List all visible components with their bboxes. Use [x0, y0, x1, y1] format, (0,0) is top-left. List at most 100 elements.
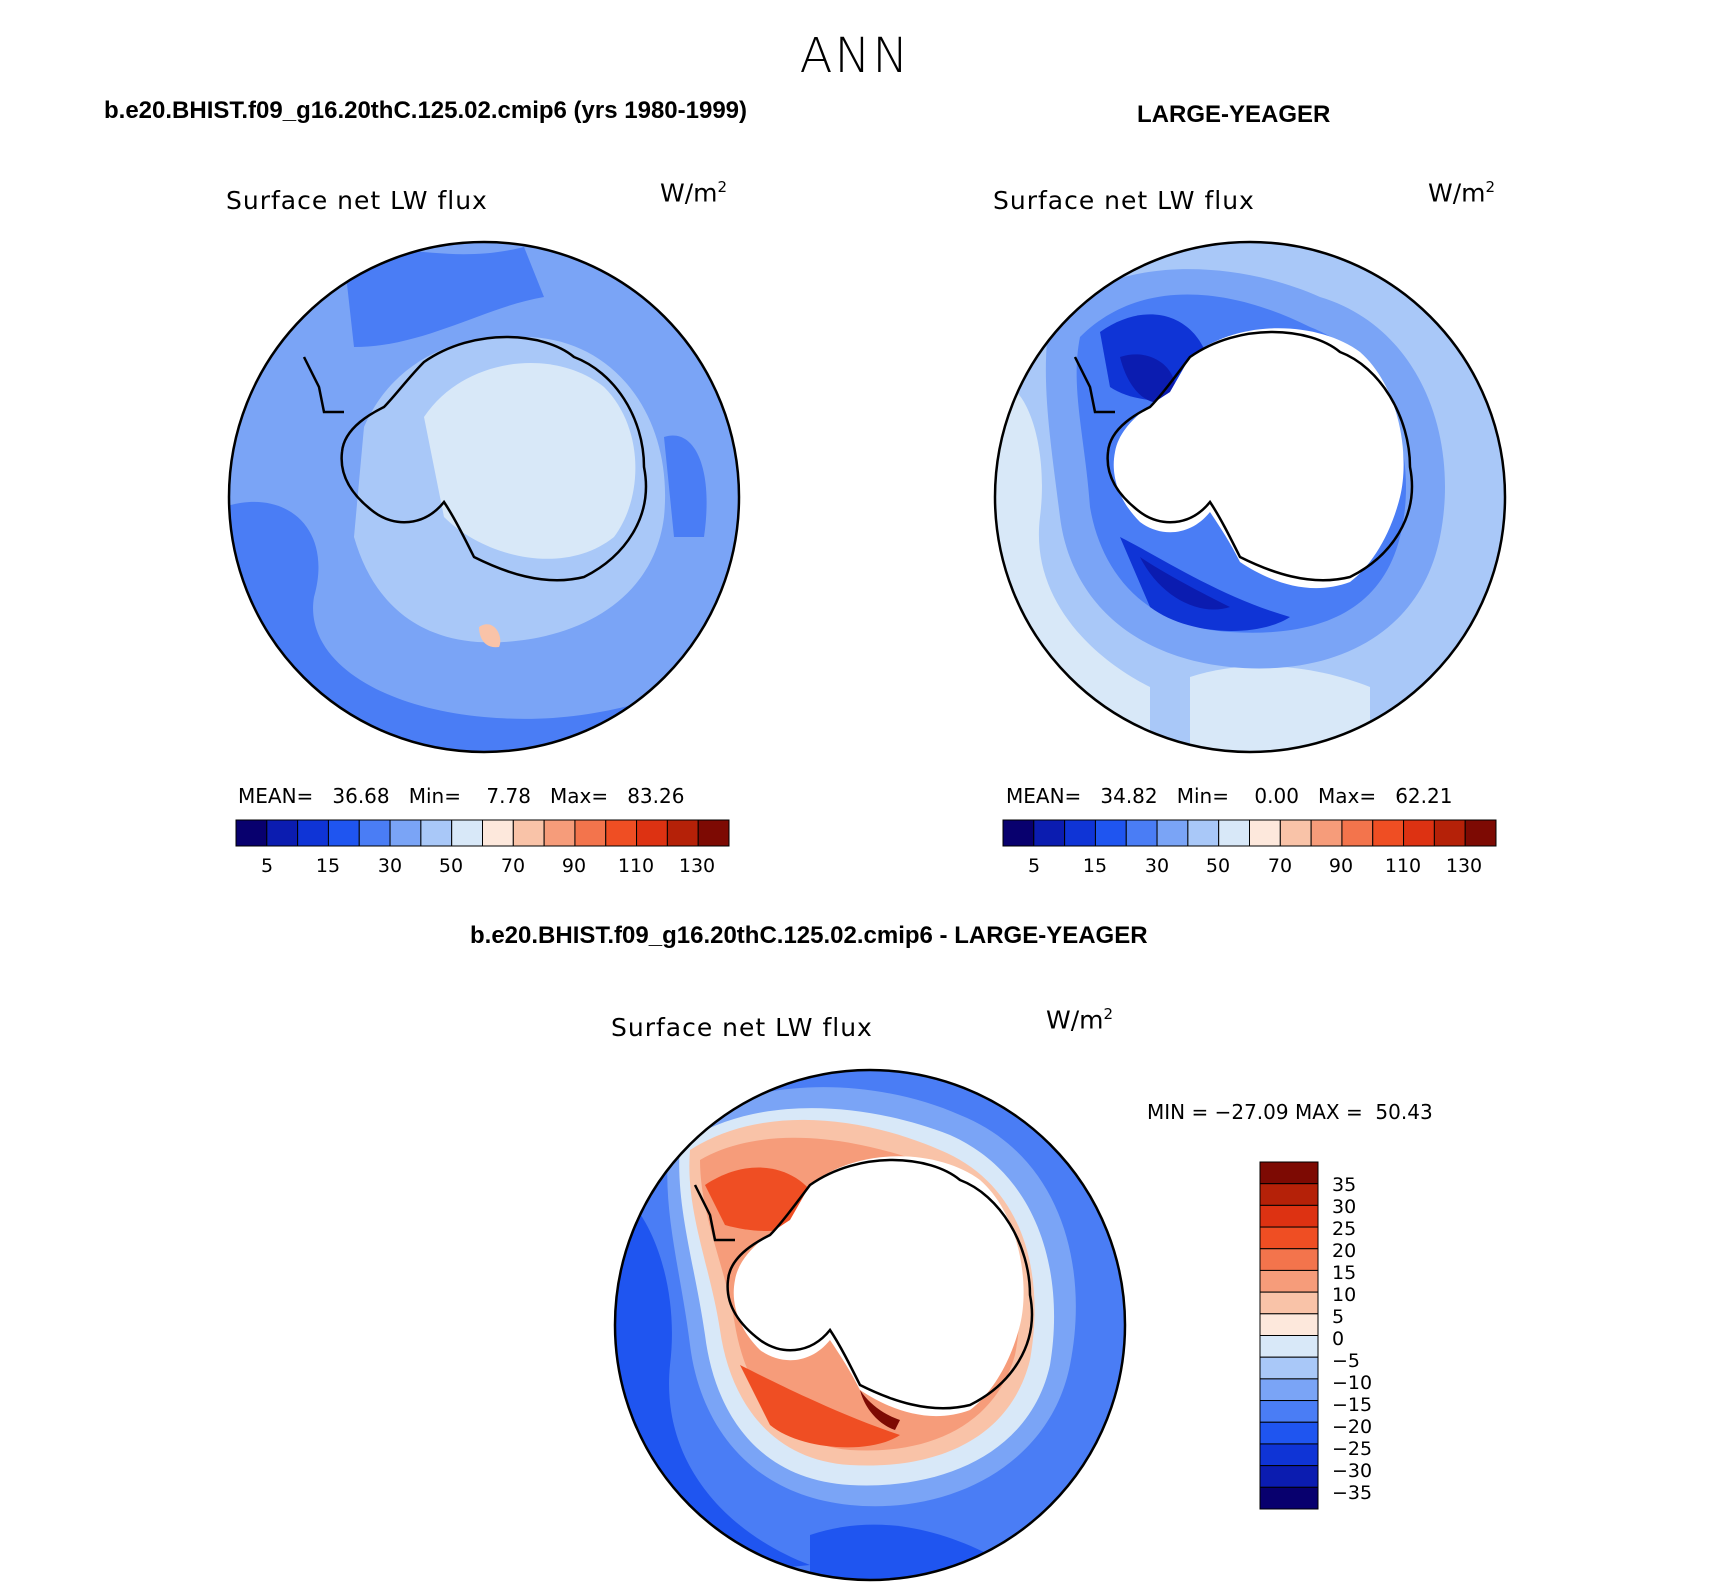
colorbar-swatch [235, 819, 268, 847]
colorbar-swatch [327, 819, 360, 847]
panel2-map [993, 240, 1507, 754]
colorbar-swatch [1094, 819, 1127, 847]
colorbar-swatch [1156, 819, 1189, 847]
panel1-colorbar [235, 819, 730, 847]
cbar2-tick-label: 70 [1267, 855, 1293, 877]
colorbar-swatch [1002, 819, 1035, 847]
cbar3-tick-label: 20 [1332, 1240, 1357, 1262]
cbar3-tick-label: 25 [1332, 1218, 1357, 1240]
colorbar-swatch [1341, 819, 1374, 847]
cbar3-tick-label: −5 [1332, 1350, 1361, 1372]
colorbar-swatch [1259, 1204, 1319, 1228]
colorbar-swatch [543, 819, 576, 847]
colorbar-swatch [666, 819, 699, 847]
colorbar-swatch [574, 819, 607, 847]
panel1-variable-title: Surface net LW flux [226, 186, 488, 215]
panel1-coastline [340, 335, 648, 582]
colorbar-swatch [266, 819, 299, 847]
colorbar-swatch [1259, 1226, 1319, 1250]
colorbar-swatch [697, 819, 730, 847]
panel3-variable-title: Surface net LW flux [611, 1013, 873, 1042]
cbar3-tick-label: −15 [1332, 1394, 1373, 1416]
colorbar-swatch [1259, 1356, 1319, 1380]
colorbar-swatch [1259, 1291, 1319, 1315]
colorbar-swatch [1259, 1465, 1319, 1488]
cbar3-tick-label: 10 [1332, 1284, 1357, 1306]
colorbar-swatch [1033, 819, 1066, 847]
cbar3-tick-label: 5 [1332, 1306, 1345, 1328]
cbar3-tick-label: −10 [1332, 1372, 1373, 1394]
cbar2-tick-label: 5 [1027, 855, 1041, 877]
panel3-colorbar-labels: 35 30 25 20 15 10 5 0 −5 −10 −15 −20 −25… [1332, 1162, 1412, 1509]
colorbar-swatch [1403, 819, 1435, 847]
cbar3-tick-label: 30 [1332, 1196, 1357, 1218]
colorbar-swatch [1259, 1248, 1319, 1271]
cbar3-tick-label: 15 [1332, 1262, 1357, 1284]
colorbar-swatch [1372, 819, 1405, 847]
panel2-variable-title: Surface net LW flux [993, 186, 1255, 215]
cbar3-tick-label: −25 [1332, 1438, 1373, 1460]
panel3-colorbar [1259, 1161, 1319, 1510]
cbar2-tick-label: 90 [1328, 855, 1354, 877]
panel2-case-title: LARGE-YEAGER [1137, 101, 1331, 128]
colorbar-swatch [1259, 1443, 1319, 1467]
cbar1-tick-label: 5 [260, 855, 274, 877]
colorbar-swatch [1464, 819, 1497, 847]
colorbar-swatch [1259, 1400, 1319, 1423]
cbar1-tick-label: 30 [377, 855, 403, 877]
cbar1-tick-label: 90 [561, 855, 587, 877]
cbar2-tick-label: 15 [1082, 855, 1108, 877]
colorbar-swatch [482, 819, 514, 847]
cbar1-tick-label: 15 [315, 855, 341, 877]
colorbar-swatch [1433, 819, 1466, 847]
panel3-map [613, 1068, 1127, 1582]
cbar1-tick-label: 50 [438, 855, 464, 877]
colorbar-swatch [389, 819, 422, 847]
colorbar-swatch [358, 819, 391, 847]
panel3-minmax: MIN = −27.09 MAX = 50.43 [1147, 1100, 1433, 1124]
colorbar-swatch [1259, 1335, 1319, 1358]
colorbar-swatch [1259, 1313, 1319, 1336]
colorbar-swatch [1310, 819, 1343, 847]
colorbar-swatch [1259, 1486, 1319, 1510]
cbar3-tick-label: −20 [1332, 1416, 1373, 1438]
cbar2-tick-label: 110 [1384, 855, 1422, 877]
colorbar-swatch [420, 819, 453, 847]
colorbar-swatch [1259, 1161, 1319, 1185]
cbar3-tick-label: −30 [1332, 1460, 1373, 1482]
panel2-colorbar-labels: 5 15 30 50 70 90 110 130 [1003, 855, 1496, 881]
colorbar-swatch [1279, 819, 1312, 847]
colorbar-swatch [1249, 819, 1281, 847]
colorbar-swatch [1218, 819, 1251, 847]
cbar3-tick-label: 35 [1332, 1174, 1357, 1196]
colorbar-swatch [512, 819, 545, 847]
colorbar-swatch [1259, 1183, 1319, 1206]
panel1-map [227, 240, 741, 754]
colorbar-swatch [1259, 1421, 1319, 1445]
cbar3-tick-label: −35 [1332, 1482, 1373, 1504]
panel1-case-title: b.e20.BHIST.f09_g16.20thC.125.02.cmip6 (… [104, 97, 748, 124]
cbar3-tick-label: 0 [1332, 1328, 1345, 1350]
cbar2-tick-label: 130 [1445, 855, 1483, 877]
panel2-units: W/m2 [1428, 178, 1496, 208]
colorbar-swatch [1259, 1269, 1319, 1293]
cbar2-tick-label: 50 [1205, 855, 1231, 877]
panel1-stats: MEAN= 36.68 Min= 7.78 Max= 83.26 [238, 784, 685, 808]
panel2-coastline [1106, 330, 1414, 582]
cbar1-tick-label: 110 [617, 855, 655, 877]
panel3-case-title: b.e20.BHIST.f09_g16.20thC.125.02.cmip6 -… [470, 922, 1148, 949]
panel2-stats: MEAN= 34.82 Min= 0.00 Max= 62.21 [1006, 784, 1453, 808]
colorbar-swatch [1064, 819, 1096, 847]
panel3-units: W/m2 [1046, 1005, 1114, 1035]
colorbar-swatch [1125, 819, 1158, 847]
panel2-colorbar [1002, 819, 1497, 847]
colorbar-swatch [605, 819, 638, 847]
colorbar-swatch [451, 819, 484, 847]
panel1-units: W/m2 [660, 178, 728, 208]
panel1-colorbar-labels: 5 15 30 50 70 90 110 130 [236, 855, 729, 881]
cbar2-tick-label: 30 [1144, 855, 1170, 877]
panel3-coastline [726, 1158, 1034, 1410]
figure-title: ANN [799, 28, 911, 84]
cbar1-tick-label: 70 [500, 855, 526, 877]
colorbar-swatch [1259, 1378, 1319, 1402]
